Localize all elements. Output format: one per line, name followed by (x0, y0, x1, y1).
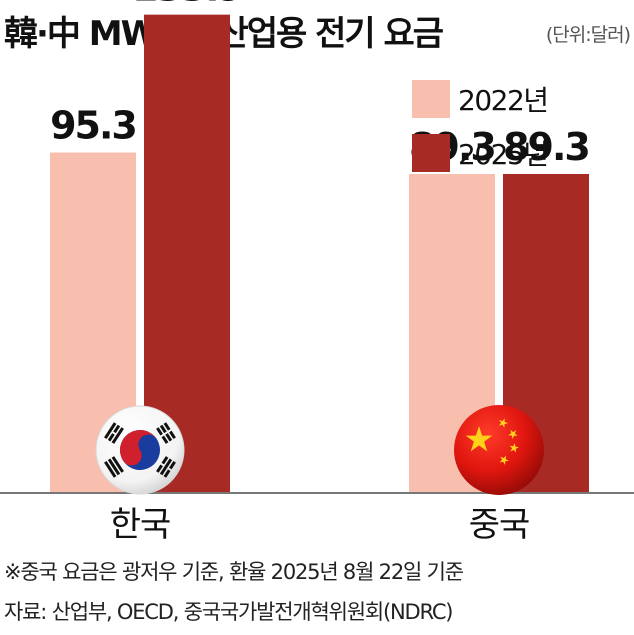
value-labels-layer: 95.3133.989.389.3 (50, 0, 591, 169)
bar-chart: 95.3133.989.389.3 (0, 0, 634, 545)
legend-swatch-2022 (412, 80, 450, 118)
legend-label-2025: 2025년 (458, 138, 549, 171)
legend-item-2022: 2022년 (412, 78, 549, 120)
legend-label-2022: 2022년 (458, 84, 549, 117)
footnote-source: 자료: 산업부, OECD, 중국국가발전개혁위원회(NDRC) (4, 600, 453, 624)
korea-flag-icon (95, 405, 185, 495)
unit-label: (단위:달러) (545, 24, 631, 46)
category-label-korea: 한국 (110, 505, 171, 545)
category-label-china: 중국 (469, 505, 530, 545)
footnote-note: ※중국 요금은 광저우 기준, 환율 2025년 8월 22일 기준 (4, 560, 464, 584)
value-label-china-2025: 89.3 (503, 125, 589, 169)
legend-item-2025: 2025년 (412, 132, 549, 174)
category-labels-layer: 한국 중국 (110, 505, 531, 545)
value-label-korea-2022: 95.3 (50, 104, 136, 148)
value-label-korea-2025: 133.9 (132, 0, 243, 10)
china-flag-icon (454, 405, 544, 495)
legend-swatch-2025 (412, 134, 450, 172)
legend: 2022년 2025년 (412, 78, 549, 186)
